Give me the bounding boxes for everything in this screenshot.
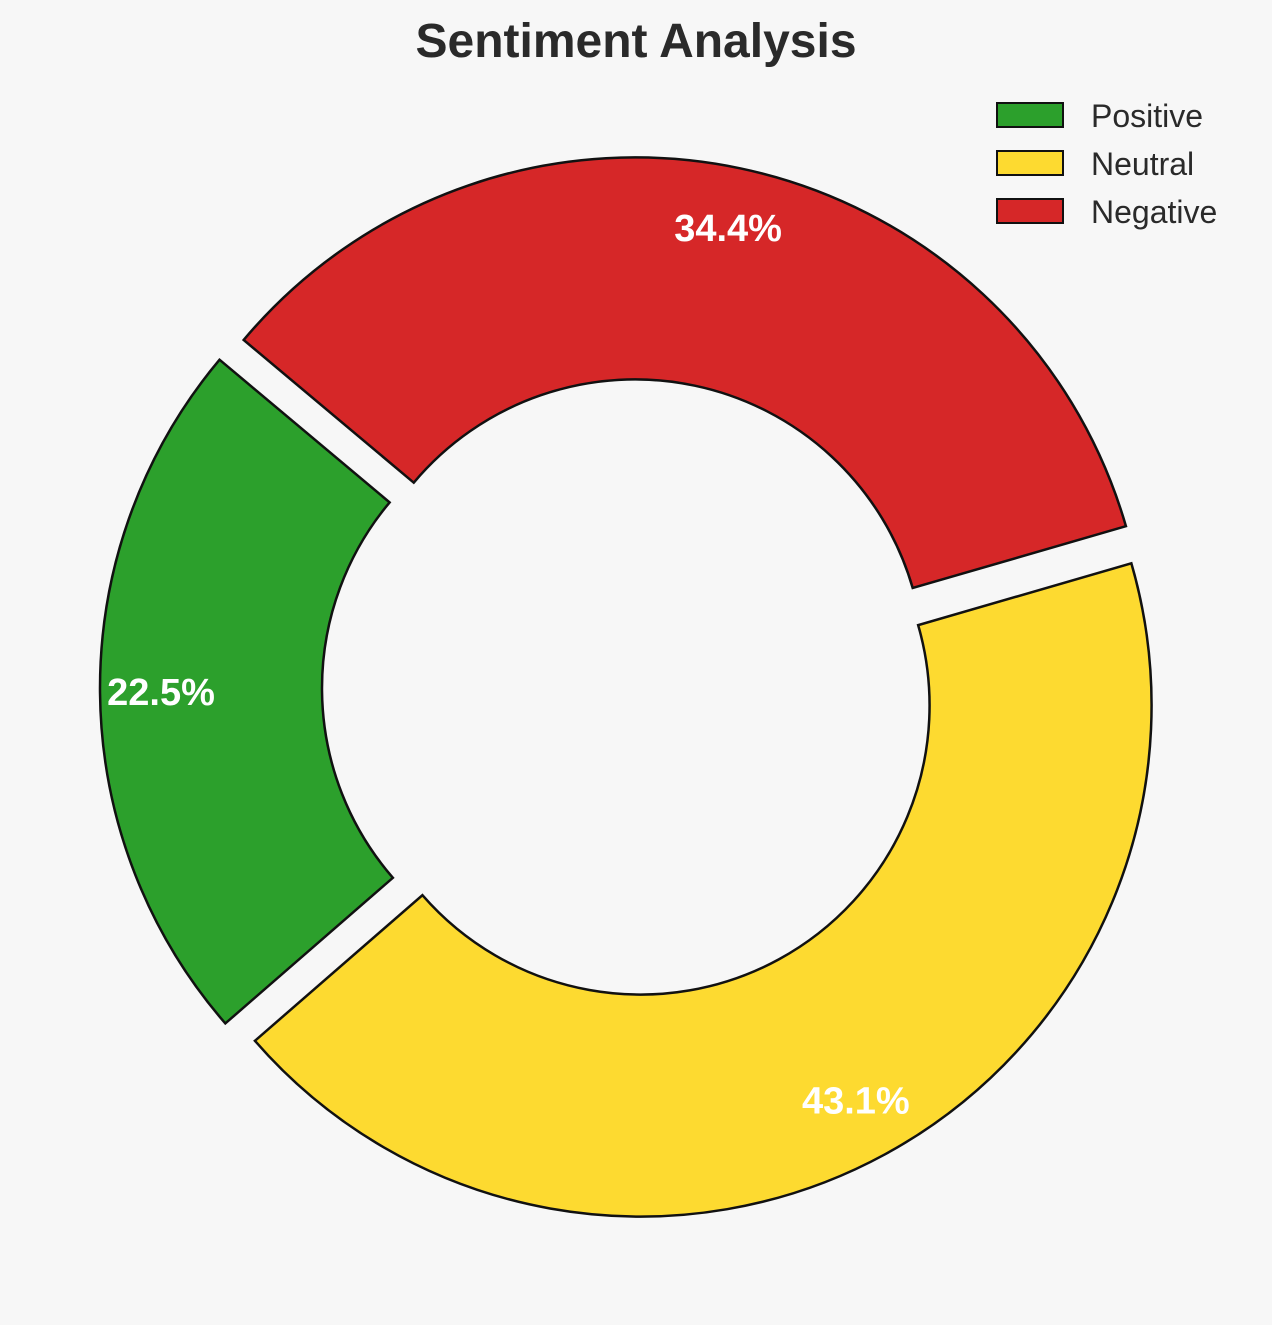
slice-neutral [253,561,1153,1218]
legend-label-positive: Positive [1091,98,1203,134]
slices-group [98,156,1153,1218]
legend: Positive Neutral Negative [996,98,1217,230]
legend-swatch-negative [996,198,1064,224]
slice-label-neutral: 43.1% [802,1081,910,1123]
legend-label-negative: Negative [1091,194,1217,230]
slice-label-negative: 34.4% [674,208,782,250]
slice-positive [98,357,395,1026]
legend-swatch-neutral [996,150,1064,176]
slice-negative [241,156,1128,590]
legend-swatch-positive [996,102,1064,128]
slice-label-positive: 22.5% [107,672,215,714]
legend-label-neutral: Neutral [1091,146,1194,182]
chart-title: Sentiment Analysis [415,15,856,68]
slice-labels-group: 22.5% 43.1% 34.4% [107,208,910,1123]
